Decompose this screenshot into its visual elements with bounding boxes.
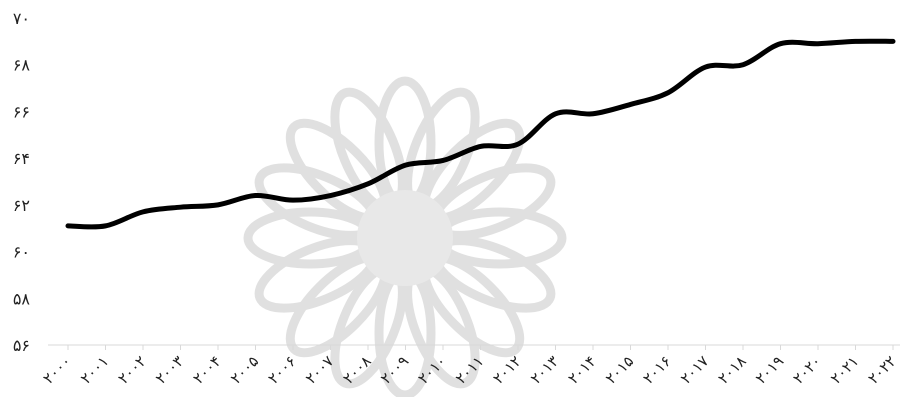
y-tick-label: ۵۸ <box>13 289 31 308</box>
series-layer <box>65 38 896 230</box>
x-tick-label: ۲۰۰۵ <box>227 352 263 388</box>
x-tick-label: ۲۰۲۲ <box>864 352 900 388</box>
x-tick-label: ۲۰۰۴ <box>189 352 225 388</box>
x-tick-label: ۲۰۰۶ <box>264 352 300 388</box>
y-tick-label: ۶۸ <box>13 56 31 75</box>
x-axis-tick-labels: ۲۰۰۰ ۲۰۰۱ ۲۰۰۲ ۲۰۰۳ ۲۰۰۴ ۲۰۰۵ ۲۰۰۶ ۲۰۰۷ ۲۰۰۸ ۲۰۰۹… <box>39 345 900 388</box>
y-axis-tick-labels: ۵۶ ۵۸ ۶۰ ۶۲ ۶۴ ۶۶ ۶۸ ۷۰ <box>13 9 31 355</box>
x-tick-label: ۲۰۲۰ <box>789 352 825 388</box>
y-tick-label: ۶۶ <box>13 102 30 121</box>
x-tick-label: ۲۰۱۶ <box>639 352 675 388</box>
x-tick-label: ۲۰۰۲ <box>114 352 150 388</box>
x-tick-label: ۲۰۱۵ <box>602 352 638 388</box>
x-tick-label: ۲۰۱۸ <box>714 352 750 388</box>
x-tick-label: ۲۰۱۴ <box>564 352 600 388</box>
x-tick-label: ۲۰۱۲ <box>489 352 525 388</box>
y-tick-label: ۷۰ <box>13 9 30 28</box>
y-tick-label: ۶۴ <box>13 149 30 168</box>
x-tick-label: ۲۰۰۱ <box>77 352 113 388</box>
y-tick-label: ۶۰ <box>13 243 30 262</box>
x-tick-label: ۲۰۰۳ <box>152 352 188 388</box>
y-tick-label: ۵۶ <box>13 336 30 355</box>
y-tick-label: ۶۲ <box>13 196 30 215</box>
x-tick-label: ۲۰۲۱ <box>827 352 863 388</box>
watermark-rosette-logo <box>243 76 567 397</box>
x-tick-label: ۲۰۱۷ <box>677 352 713 388</box>
watermark-core <box>357 190 453 286</box>
x-tick-label: ۲۰۱۳ <box>527 352 563 388</box>
x-tick-label: ۲۰۰۰ <box>39 352 75 388</box>
x-tick-label: ۲۰۱۹ <box>752 352 788 388</box>
